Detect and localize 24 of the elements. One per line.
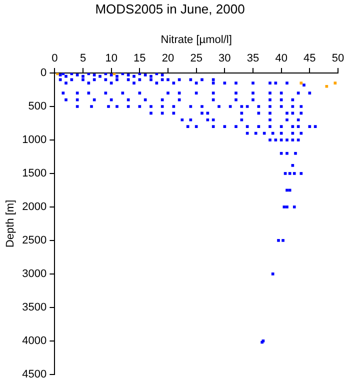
x-tick-label: 35 <box>246 52 260 64</box>
x-tick-label: 10 <box>105 52 118 64</box>
x-axis-title: Nitrate [µmol/l] <box>160 34 232 46</box>
y-tick-label: 0 <box>40 67 47 80</box>
x-tick-label: 15 <box>134 52 146 64</box>
x-tick-label: 20 <box>162 52 174 64</box>
x-tick-label: 5 <box>80 52 86 64</box>
y-tick-label: 3500 <box>22 301 47 314</box>
y-axis-title: Depth [m] <box>4 200 17 248</box>
y-tick-label: 2000 <box>22 200 47 213</box>
x-tick-label: 40 <box>275 52 288 64</box>
y-tick-label: 3000 <box>22 268 47 280</box>
y-tick-label: 1500 <box>22 168 47 180</box>
x-tick-label: 25 <box>190 52 202 64</box>
x-tick-label: 50 <box>332 52 344 64</box>
y-tick-label: 2500 <box>22 234 47 246</box>
x-tick-label: 0 <box>52 52 58 64</box>
chart-title: MODS2005 in June, 2000 <box>95 1 245 16</box>
y-tick-label: 4500 <box>22 368 47 380</box>
x-tick-label: 45 <box>304 52 316 64</box>
x-tick-label: 30 <box>218 52 231 64</box>
y-tick-label: 500 <box>28 100 47 113</box>
y-tick-label: 4000 <box>22 334 47 347</box>
y-tick-label: 1000 <box>22 134 47 146</box>
